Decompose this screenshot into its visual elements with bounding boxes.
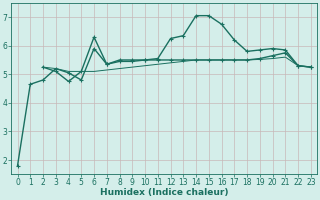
X-axis label: Humidex (Indice chaleur): Humidex (Indice chaleur) xyxy=(100,188,228,197)
